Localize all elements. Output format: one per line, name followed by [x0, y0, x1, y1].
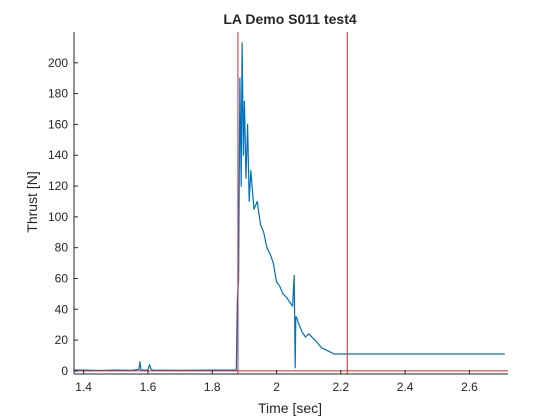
y-tick-label: 180 [48, 87, 68, 101]
y-tick-label: 0 [61, 364, 68, 378]
y-tick-label: 40 [55, 302, 69, 316]
x-tick-label: 2.2 [332, 380, 349, 394]
y-tick-label: 160 [48, 117, 68, 131]
x-tick-label: 1.6 [140, 380, 157, 394]
y-tick-label: 100 [48, 210, 68, 224]
x-tick-label: 2 [273, 380, 280, 394]
x-tick-label: 1.4 [75, 380, 92, 394]
x-axis-label: Time [sec] [258, 400, 322, 416]
y-tick-label: 60 [55, 271, 69, 285]
y-tick-label: 20 [55, 333, 69, 347]
y-tick-label: 120 [48, 179, 68, 193]
x-tick-label: 2.4 [397, 380, 414, 394]
x-tick-label: 2.6 [461, 380, 478, 394]
y-tick-label: 80 [55, 241, 69, 255]
chart-title: LA Demo S011 test4 [223, 11, 357, 27]
x-tick-label: 1.8 [204, 380, 221, 394]
y-tick-label: 200 [48, 56, 68, 70]
y-tick-label: 140 [48, 148, 68, 162]
series-line-0 [74, 42, 505, 372]
plot-area: 1.4 1.6 1.8 2 2.2 2.4 2.6 0 20 40 60 80 100 120 140 160… [48, 32, 508, 394]
y-axis-label: Thrust [N] [24, 171, 40, 232]
